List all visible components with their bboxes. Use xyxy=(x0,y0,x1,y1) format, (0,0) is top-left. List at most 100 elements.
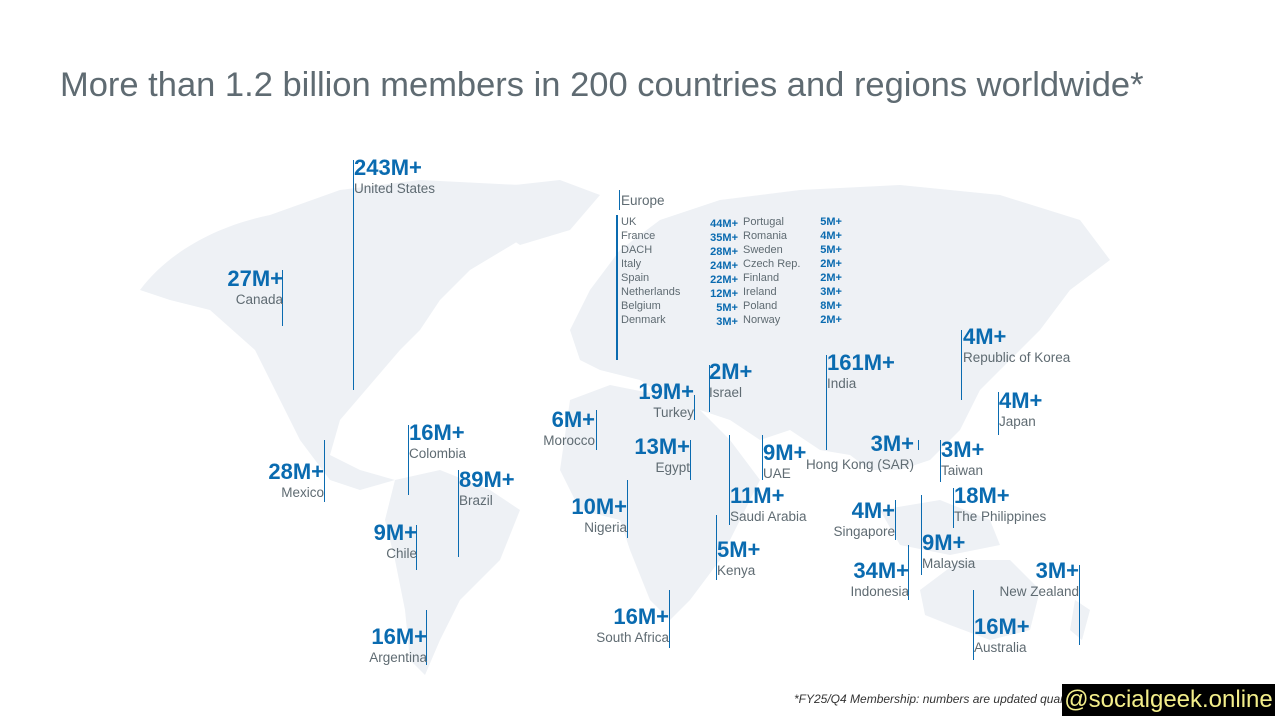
region-label: 16M+ South Africa xyxy=(596,606,669,645)
europe-country: Denmark xyxy=(621,314,666,326)
region-name: Japan xyxy=(999,414,1036,429)
region-pointer-line xyxy=(961,330,962,400)
europe-country: Romania xyxy=(743,230,788,242)
region-label: 16M+ Australia xyxy=(974,616,1030,655)
region-name: UAE xyxy=(763,466,791,481)
region-label: 4M+ Republic of Korea xyxy=(963,326,1070,365)
region-label: 16M+ Colombia xyxy=(409,422,466,461)
region-pointer-line xyxy=(716,515,717,580)
europe-heading-line xyxy=(619,190,620,210)
member-count: 89M+ xyxy=(459,467,515,492)
europe-count: 5M+ xyxy=(820,244,842,256)
region-label: 161M+ India xyxy=(827,352,895,391)
region-name: India xyxy=(827,376,857,391)
europe-country: Czech Rep. xyxy=(743,258,801,270)
watermark: @socialgeek.online xyxy=(1062,684,1275,716)
europe-count: 44M+ xyxy=(710,218,738,230)
europe-count: 3M+ xyxy=(820,286,842,298)
europe-country: Poland xyxy=(743,300,778,312)
southeast-asia-shape xyxy=(880,500,1000,555)
member-count: 2M+ xyxy=(709,359,753,384)
region-name: Hong Kong (SAR) xyxy=(805,457,914,472)
region-label: 9M+ Chile xyxy=(374,522,417,561)
member-count: 19M+ xyxy=(638,379,694,404)
region-name: Egypt xyxy=(655,460,690,475)
europe-count: 22M+ xyxy=(710,274,738,286)
africa-shape xyxy=(560,385,760,620)
region-pointer-line xyxy=(416,525,417,570)
europe-asia-shape xyxy=(570,185,1110,470)
region-pointer-line xyxy=(918,440,919,450)
europe-count: 5M+ xyxy=(716,302,738,314)
region-pointer-line xyxy=(953,488,954,528)
region-label: 243M+ United States xyxy=(354,157,435,196)
australia-shape xyxy=(920,560,1040,640)
region-label: 4M+ Japan xyxy=(999,390,1042,429)
europe-count: 3M+ xyxy=(716,316,738,328)
region-name: Morocco xyxy=(543,433,595,448)
region-name: The Philippines xyxy=(954,509,1047,524)
europe-country: Portugal xyxy=(743,216,784,228)
europe-count: 2M+ xyxy=(820,314,842,326)
member-count: 4M+ xyxy=(851,498,895,523)
new-zealand-shape xyxy=(1070,600,1090,640)
member-count: 3M+ xyxy=(870,431,914,456)
region-name: Nigeria xyxy=(584,520,627,535)
member-count: 16M+ xyxy=(409,420,465,445)
member-count: 161M+ xyxy=(827,350,895,375)
region-pointer-line xyxy=(458,470,459,557)
region-name: Singapore xyxy=(833,524,895,539)
europe-count: 2M+ xyxy=(820,258,842,270)
region-pointer-line xyxy=(694,395,695,420)
europe-country: Belgium xyxy=(621,300,661,312)
member-count: 9M+ xyxy=(373,520,417,545)
region-name: Chile xyxy=(386,546,417,561)
europe-country: France xyxy=(621,230,656,242)
europe-count: 24M+ xyxy=(710,260,738,272)
region-pointer-line xyxy=(690,440,691,480)
region-pointer-line xyxy=(973,590,974,660)
europe-country: Spain xyxy=(621,272,650,284)
europe-country: Finland xyxy=(743,272,780,284)
region-label: 9M+ Malaysia xyxy=(922,532,975,571)
region-label: 27M+ Canada xyxy=(227,268,283,307)
europe-count: 4M+ xyxy=(820,230,842,242)
region-pointer-line xyxy=(627,480,628,538)
region-label: 11M+ Saudi Arabia xyxy=(730,485,807,524)
region-name: Republic of Korea xyxy=(963,350,1071,365)
europe-country: Sweden xyxy=(743,244,783,256)
region-name: Turkey xyxy=(653,405,694,420)
region-label: 3M+ Taiwan xyxy=(941,439,984,478)
europe-heading: Europe xyxy=(621,193,665,208)
region-label: 3M+ Hong Kong (SAR) xyxy=(806,433,914,472)
region-name: United States xyxy=(354,181,436,196)
region-pointer-line xyxy=(669,590,670,648)
region-pointer-line xyxy=(1079,565,1080,645)
region-pointer-line xyxy=(426,610,427,665)
region-label: 3M+ New Zealand xyxy=(999,560,1079,599)
region-pointer-line xyxy=(408,425,409,495)
europe-country: Italy xyxy=(621,258,642,270)
europe-count: 35M+ xyxy=(710,232,738,244)
region-name: Argentina xyxy=(369,650,427,665)
region-name: Australia xyxy=(974,640,1027,655)
member-count: 3M+ xyxy=(941,437,985,462)
member-count: 18M+ xyxy=(954,483,1010,508)
europe-count: 8M+ xyxy=(820,300,842,312)
region-name: Indonesia xyxy=(850,584,909,599)
region-pointer-line xyxy=(353,160,354,390)
greenland-shape xyxy=(470,180,600,245)
region-name: Colombia xyxy=(409,446,467,461)
europe-country: UK xyxy=(621,216,637,228)
region-label: 19M+ Turkey xyxy=(638,381,694,420)
region-label: 16M+ Argentina xyxy=(369,626,427,665)
europe-count: 12M+ xyxy=(710,288,738,300)
europe-list-line xyxy=(616,215,618,360)
europe-count: 28M+ xyxy=(710,246,738,258)
europe-count: 5M+ xyxy=(820,216,842,228)
region-label: 5M+ Kenya xyxy=(717,539,760,578)
region-pointer-line xyxy=(762,435,763,480)
region-name: Canada xyxy=(235,292,283,307)
region-name: New Zealand xyxy=(999,584,1079,599)
